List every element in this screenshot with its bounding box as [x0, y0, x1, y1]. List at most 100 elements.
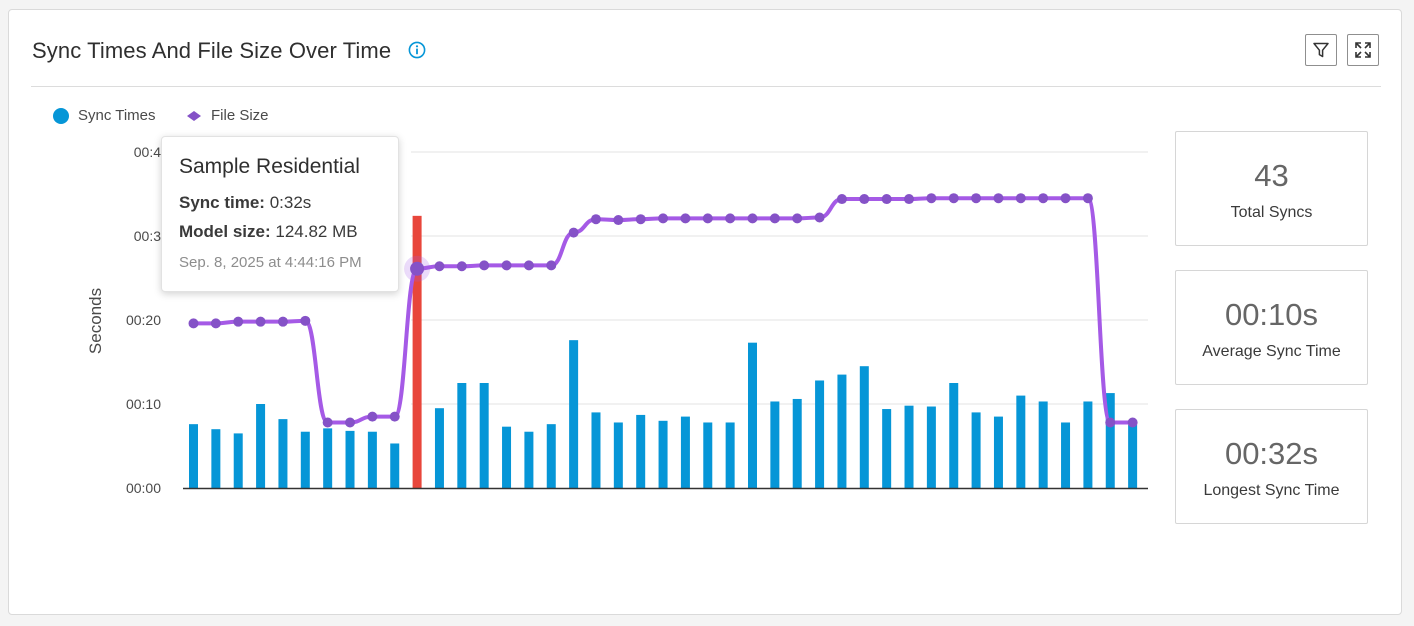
file-size-point[interactable]	[456, 261, 467, 272]
sync-bar[interactable]	[1016, 395, 1026, 488]
file-size-point[interactable]	[881, 194, 892, 205]
file-size-point[interactable]	[993, 193, 1004, 204]
sync-bar[interactable]	[904, 405, 914, 488]
file-size-point[interactable]	[680, 213, 691, 224]
legend-file-marker	[187, 110, 201, 121]
file-size-point[interactable]	[702, 213, 713, 224]
sync-bar[interactable]	[1128, 425, 1138, 488]
file-size-point[interactable]	[613, 215, 624, 226]
file-size-point[interactable]	[904, 194, 915, 205]
expand-button[interactable]	[1347, 34, 1379, 66]
sync-bars	[189, 215, 1138, 488]
sync-bar[interactable]	[569, 340, 579, 488]
sync-bar[interactable]	[1038, 401, 1048, 488]
sync-bar[interactable]	[524, 431, 534, 488]
sync-bar[interactable]	[1061, 422, 1071, 488]
sync-bar[interactable]	[1105, 393, 1115, 488]
file-size-point[interactable]	[233, 316, 244, 327]
sync-bar[interactable]	[434, 408, 444, 488]
file-size-point[interactable]	[367, 411, 378, 422]
file-size-point[interactable]	[389, 411, 400, 422]
sync-bar[interactable]	[367, 431, 377, 488]
sync-bar[interactable]	[591, 412, 601, 488]
file-size-point[interactable]	[590, 214, 601, 225]
sync-bar[interactable]	[703, 422, 713, 488]
file-size-point[interactable]	[277, 316, 288, 327]
sync-bar[interactable]	[211, 429, 221, 488]
file-size-point[interactable]	[1082, 193, 1093, 204]
file-size-point-highlighted[interactable]	[410, 261, 425, 276]
filter-button[interactable]	[1305, 34, 1337, 66]
sync-bar-highlighted[interactable]	[412, 215, 422, 488]
file-size-point[interactable]	[210, 318, 221, 329]
file-size-point[interactable]	[859, 194, 870, 205]
file-size-point[interactable]	[345, 417, 356, 428]
sync-bar[interactable]	[748, 342, 757, 488]
file-size-point[interactable]	[769, 213, 780, 224]
tooltip-sync-row: Sync time: 0:32s	[179, 193, 381, 213]
sync-bar[interactable]	[949, 383, 959, 488]
sync-bar[interactable]	[792, 398, 802, 488]
sync-bar[interactable]	[680, 416, 690, 488]
info-circle-icon[interactable]	[408, 41, 426, 59]
file-size-point[interactable]	[1060, 193, 1071, 204]
file-size-point[interactable]	[546, 260, 557, 271]
file-size-point[interactable]	[1015, 193, 1026, 204]
file-size-point[interactable]	[1038, 193, 1049, 204]
file-size-point[interactable]	[725, 213, 736, 224]
sync-bar[interactable]	[993, 416, 1003, 488]
file-size-point[interactable]	[814, 212, 825, 223]
file-size-point[interactable]	[255, 316, 266, 327]
legend-sync-times[interactable]: Sync Times	[53, 107, 156, 124]
file-size-point[interactable]	[322, 417, 333, 428]
sync-bar[interactable]	[770, 401, 780, 488]
tooltip-size-value: 124.82 MB	[275, 222, 358, 241]
sync-bar[interactable]	[457, 383, 467, 488]
sync-bar[interactable]	[256, 404, 266, 488]
file-size-point[interactable]	[188, 318, 199, 329]
legend-sync-label: Sync Times	[78, 107, 156, 124]
file-size-point[interactable]	[658, 213, 669, 224]
sync-bar[interactable]	[859, 366, 869, 488]
sync-bar[interactable]	[725, 422, 735, 488]
tooltip-date: Sep. 8, 2025 at 4:44:16 PM	[179, 254, 362, 271]
sync-bar[interactable]	[837, 374, 847, 488]
sync-bar[interactable]	[233, 433, 243, 488]
file-size-point[interactable]	[635, 214, 646, 225]
sync-bar[interactable]	[658, 420, 668, 488]
stat-average-sync-time: 00:10s Average Sync Time	[1175, 270, 1368, 385]
sync-bar[interactable]	[971, 412, 981, 488]
sync-bar[interactable]	[546, 424, 556, 488]
file-size-point[interactable]	[1105, 417, 1116, 428]
file-size-point[interactable]	[747, 213, 758, 224]
sync-bar[interactable]	[390, 443, 400, 488]
file-size-point[interactable]	[300, 315, 311, 326]
file-size-point[interactable]	[1127, 417, 1138, 428]
file-size-point[interactable]	[926, 193, 937, 204]
file-size-point[interactable]	[434, 261, 445, 272]
legend-file-size[interactable]: File Size	[186, 107, 269, 124]
stat-total-syncs-value: 43	[1254, 158, 1289, 193]
file-size-point[interactable]	[948, 193, 959, 204]
file-size-point[interactable]	[479, 260, 490, 271]
sync-bar[interactable]	[189, 424, 198, 488]
sync-bar[interactable]	[479, 383, 489, 488]
file-size-point[interactable]	[836, 194, 847, 205]
sync-bar[interactable]	[926, 406, 936, 488]
file-size-point[interactable]	[792, 213, 803, 224]
sync-bar[interactable]	[300, 431, 310, 488]
sync-bar[interactable]	[1083, 401, 1093, 488]
sync-bar[interactable]	[613, 422, 623, 488]
sync-bar[interactable]	[815, 380, 825, 488]
sync-bar[interactable]	[636, 414, 646, 488]
file-size-point[interactable]	[501, 260, 512, 271]
sync-bar[interactable]	[345, 430, 355, 488]
sync-bar[interactable]	[502, 426, 512, 488]
file-size-point[interactable]	[568, 227, 579, 238]
sync-bar[interactable]	[882, 409, 892, 488]
file-size-point[interactable]	[971, 193, 982, 204]
header-divider	[31, 86, 1381, 87]
sync-bar[interactable]	[278, 419, 288, 488]
sync-bar[interactable]	[323, 428, 333, 488]
file-size-point[interactable]	[523, 260, 534, 271]
